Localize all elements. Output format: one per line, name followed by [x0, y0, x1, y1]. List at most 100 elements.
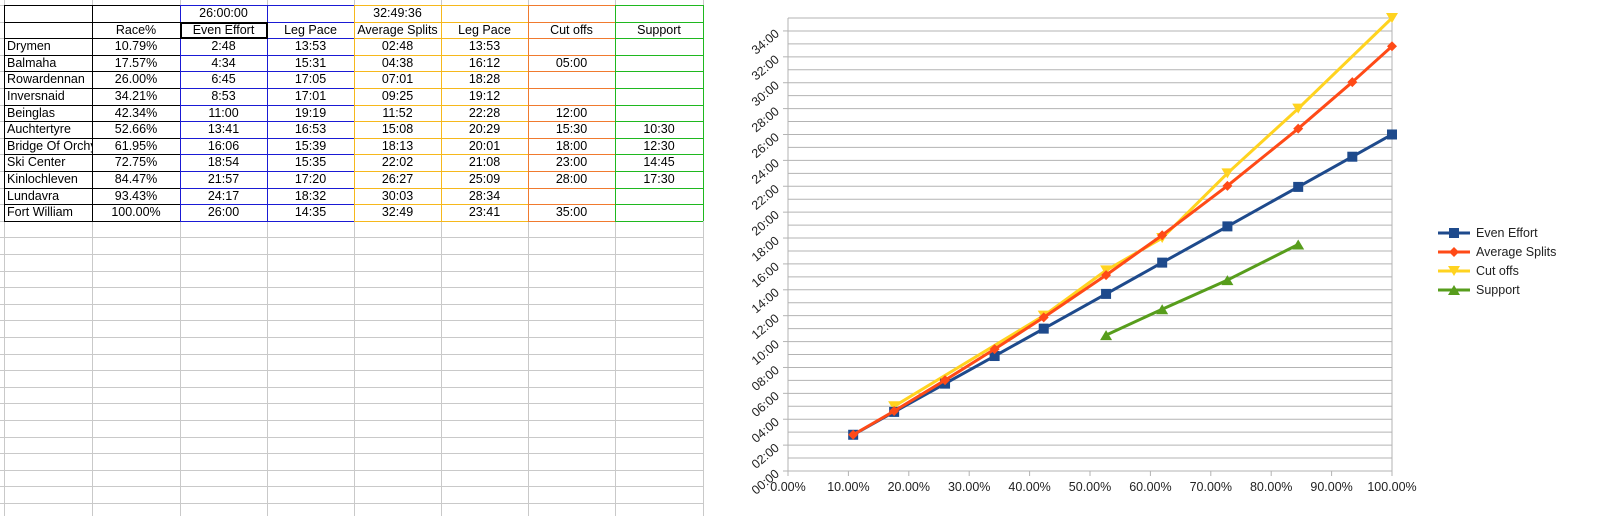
grid-row-line — [0, 370, 703, 371]
column-header[interactable]: Cut offs — [550, 23, 593, 37]
even-effort-cell[interactable]: 16:06 — [207, 139, 240, 153]
even-effort-total-cell[interactable]: 26:00:00 — [199, 6, 248, 20]
data-point-average-splits — [848, 429, 859, 440]
even-effort-cell[interactable]: 18:54 — [207, 155, 240, 169]
checkpoint-name-cell[interactable]: Balmaha — [7, 56, 57, 70]
race-percent-cell[interactable]: 93.43% — [114, 189, 158, 203]
race-percent-cell[interactable]: 52.66% — [114, 122, 158, 136]
average-leg-pace-cell[interactable]: 16:12 — [468, 56, 501, 70]
even-leg-pace-cell[interactable]: 17:01 — [294, 89, 327, 103]
data-point-even-effort — [1222, 221, 1233, 232]
average-split-cell[interactable]: 18:13 — [381, 139, 414, 153]
race-percent-cell[interactable]: 34.21% — [114, 89, 158, 103]
data-point-cut-offs — [1221, 168, 1234, 179]
grid-row-line — [0, 420, 703, 421]
cutoff-cell[interactable]: 12:00 — [555, 106, 588, 120]
average-split-cell[interactable]: 09:25 — [381, 89, 414, 103]
support-cell[interactable]: 10:30 — [643, 122, 675, 136]
checkpoint-name-cell[interactable]: Inversnaid — [7, 89, 65, 103]
even-effort-cell[interactable]: 24:17 — [207, 189, 240, 203]
even-effort-cell[interactable]: 6:45 — [211, 72, 236, 86]
average-leg-pace-cell[interactable]: 22:28 — [468, 106, 501, 120]
even-effort-cell[interactable]: 26:00 — [207, 205, 240, 219]
average-leg-pace-cell[interactable]: 18:28 — [468, 72, 501, 86]
cutoff-cell[interactable]: 05:00 — [555, 56, 588, 70]
average-split-cell[interactable]: 07:01 — [381, 72, 414, 86]
even-leg-pace-cell[interactable]: 15:39 — [294, 139, 327, 153]
average-split-cell[interactable]: 02:48 — [381, 39, 414, 53]
cutoff-cell[interactable]: 15:30 — [555, 122, 588, 136]
race-percent-cell[interactable]: 26.00% — [114, 72, 158, 86]
column-header[interactable]: Even Effort — [192, 23, 255, 37]
checkpoint-name-cell[interactable]: Fort William — [7, 205, 73, 219]
race-percent-cell[interactable]: 17.57% — [114, 56, 158, 70]
average-split-cell[interactable]: 32:49 — [381, 205, 414, 219]
average-leg-pace-cell[interactable]: 23:41 — [468, 205, 501, 219]
column-header[interactable]: Support — [637, 23, 681, 37]
average-leg-pace-cell[interactable]: 25:09 — [468, 172, 501, 186]
y-tick-label: 02:00 — [749, 441, 782, 472]
even-effort-cell[interactable]: 4:34 — [211, 56, 236, 70]
race-percent-cell[interactable]: 10.79% — [114, 39, 158, 53]
even-leg-pace-cell[interactable]: 16:53 — [294, 122, 327, 136]
average-split-cell[interactable]: 26:27 — [381, 172, 414, 186]
average-leg-pace-cell[interactable]: 21:08 — [468, 155, 501, 169]
column-header[interactable]: Leg Pace — [284, 23, 337, 37]
even-effort-cell[interactable]: 21:57 — [207, 172, 240, 186]
average-split-cell[interactable]: 04:38 — [381, 56, 414, 70]
even-leg-pace-cell[interactable]: 14:35 — [294, 205, 327, 219]
support-cell[interactable]: 17:30 — [643, 172, 675, 186]
y-tick-label: 04:00 — [749, 415, 782, 446]
average-leg-pace-cell[interactable]: 20:29 — [468, 122, 501, 136]
checkpoint-name-cell[interactable]: Lundavra — [7, 189, 60, 203]
average-leg-pace-cell[interactable]: 28:34 — [468, 189, 501, 203]
checkpoint-name-cell[interactable]: Auchtertyre — [7, 122, 71, 136]
checkpoint-name-cell[interactable]: Bridge Of Orchy — [7, 139, 92, 153]
even-leg-pace-cell[interactable]: 13:53 — [294, 39, 327, 53]
even-effort-cell[interactable]: 13:41 — [207, 122, 240, 136]
race-percent-cell[interactable]: 100.00% — [111, 205, 161, 219]
checkpoint-name-cell[interactable]: Drymen — [7, 39, 51, 53]
average-split-cell[interactable]: 11:52 — [382, 106, 413, 120]
average-leg-pace-cell[interactable]: 13:53 — [468, 39, 501, 53]
grid-col-line — [703, 0, 704, 516]
even-leg-pace-cell[interactable]: 19:19 — [294, 106, 327, 120]
column-header[interactable]: Average Splits — [357, 23, 438, 37]
race-percent-cell[interactable]: 72.75% — [114, 155, 158, 169]
even-leg-pace-cell[interactable]: 17:05 — [294, 72, 327, 86]
column-header[interactable]: Race% — [115, 23, 157, 37]
cutoff-cell[interactable]: 18:00 — [555, 139, 588, 153]
cutoff-cell[interactable]: 23:00 — [555, 155, 588, 169]
even-leg-pace-cell[interactable]: 18:32 — [294, 189, 327, 203]
race-percent-cell[interactable]: 84.47% — [114, 172, 158, 186]
average-split-cell[interactable]: 30:03 — [381, 189, 414, 203]
cutoff-cell[interactable]: 28:00 — [555, 172, 588, 186]
average-splits-total-cell[interactable]: 32:49:36 — [373, 6, 422, 20]
support-cell[interactable]: 14:45 — [643, 155, 675, 169]
average-split-cell[interactable]: 22:02 — [381, 155, 414, 169]
checkpoint-name-cell[interactable]: Rowardennan — [7, 72, 85, 86]
checkpoint-name-cell[interactable]: Beinglas — [7, 106, 55, 120]
support-cell[interactable]: 12:30 — [643, 139, 675, 153]
checkpoint-name-cell[interactable]: Kinlochleven — [7, 172, 78, 186]
column-header[interactable]: Leg Pace — [458, 23, 511, 37]
x-tick-label: 50.00% — [1069, 480, 1111, 494]
even-leg-pace-cell[interactable]: 15:35 — [294, 155, 327, 169]
race-percent-cell[interactable]: 61.95% — [114, 139, 158, 153]
even-leg-pace-cell[interactable]: 17:20 — [294, 172, 327, 186]
even-leg-pace-cell[interactable]: 15:31 — [294, 56, 327, 70]
grid-row-line — [0, 287, 703, 288]
race-percent-cell[interactable]: 42.34% — [114, 106, 158, 120]
even-effort-cell[interactable]: 2:48 — [211, 39, 236, 53]
cutoff-cell[interactable]: 35:00 — [555, 205, 588, 219]
average-leg-pace-cell[interactable]: 19:12 — [468, 89, 501, 103]
grid-row-line — [0, 387, 703, 388]
checkpoint-name-cell[interactable]: Ski Center — [7, 155, 66, 169]
average-leg-pace-cell[interactable]: 20:01 — [468, 139, 501, 153]
even-effort-cell[interactable]: 11:00 — [208, 106, 239, 120]
x-tick-label: 70.00% — [1190, 480, 1232, 494]
average-split-cell[interactable]: 15:08 — [381, 122, 414, 136]
even-effort-cell[interactable]: 8:53 — [211, 89, 236, 103]
